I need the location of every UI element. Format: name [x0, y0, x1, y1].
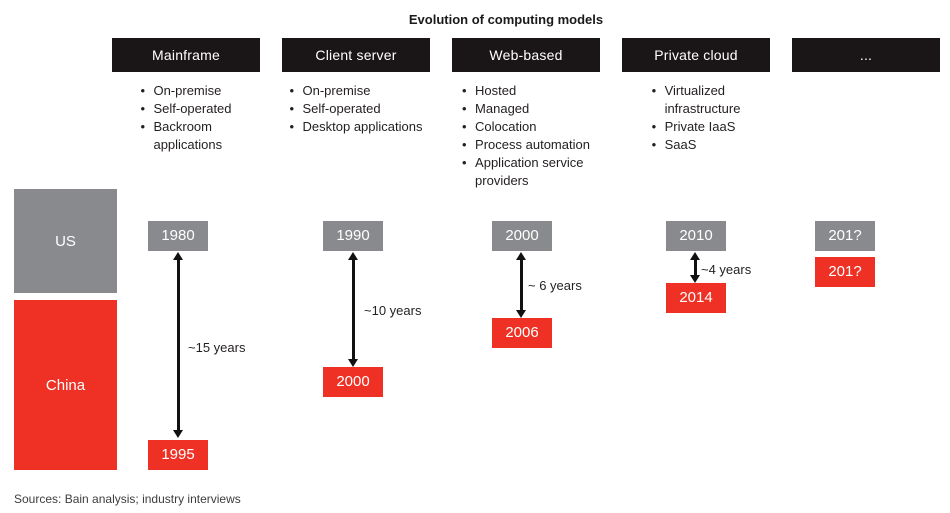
arrow-head-up-icon	[516, 252, 526, 260]
column-header-web-based: Web-based	[452, 38, 600, 72]
gap-label-mainframe: ~15 years	[188, 340, 246, 355]
arrow-line	[519, 259, 523, 311]
china-year-client-server: 2000	[323, 367, 383, 397]
arrow-head-down-icon	[516, 310, 526, 318]
arrow-head-up-icon	[173, 252, 183, 260]
us-row-label: US	[14, 189, 117, 293]
bullet-item: Self-operated	[140, 100, 231, 118]
bullet-list-web-based: Hosted Managed Colocation Process automa…	[452, 82, 600, 190]
china-year-future: 201?	[815, 257, 875, 287]
column-header-private-cloud: Private cloud	[622, 38, 770, 72]
sources-note: Sources: Bain analysis; industry intervi…	[14, 492, 241, 506]
bullet-list-client-server: On-premise Self-operated Desktop applica…	[282, 82, 430, 136]
bullet-item: Self-operated	[290, 100, 423, 118]
arrow-line	[693, 259, 697, 276]
column-header-ellipsis: ...	[792, 38, 940, 72]
double-arrow-icon	[690, 252, 700, 283]
column-header-mainframe: Mainframe	[112, 38, 260, 72]
bullet-item: Private IaaS	[652, 118, 741, 136]
double-arrow-icon	[516, 252, 526, 318]
bullet-item: Application service providers	[462, 154, 590, 190]
arrow-head-down-icon	[348, 359, 358, 367]
bullet-item: SaaS	[652, 136, 741, 154]
us-year-future: 201?	[815, 221, 875, 251]
bullet-list-private-cloud: Virtualized infrastructure Private IaaS …	[622, 82, 770, 154]
us-year-mainframe: 1980	[148, 221, 208, 251]
arrow-head-up-icon	[348, 252, 358, 260]
bullet-item: Colocation	[462, 118, 590, 136]
arrow-head-down-icon	[173, 430, 183, 438]
bullet-item: Backroom applications	[140, 118, 231, 154]
china-row-label: China	[14, 300, 117, 470]
us-label-text: US	[55, 232, 76, 250]
arrow-head-up-icon	[690, 252, 700, 260]
bullet-item: Managed	[462, 100, 590, 118]
bullet-item: Process automation	[462, 136, 590, 154]
bullet-item: On-premise	[140, 82, 231, 100]
china-year-private-cloud: 2014	[666, 283, 726, 313]
us-year-web-based: 2000	[492, 221, 552, 251]
arrow-head-down-icon	[690, 275, 700, 283]
diagram-title: Evolution of computing models	[408, 12, 604, 27]
double-arrow-icon	[348, 252, 358, 367]
china-year-web-based: 2006	[492, 318, 552, 348]
bullet-list-mainframe: On-premise Self-operated Backroom applic…	[112, 82, 260, 154]
gap-label-private-cloud: ~4 years	[701, 262, 752, 277]
gap-label-web-based: ~ 6 years	[528, 278, 582, 293]
gap-label-client-server: ~10 years	[364, 303, 422, 318]
us-year-client-server: 1990	[323, 221, 383, 251]
bullet-item: Hosted	[462, 82, 590, 100]
china-label-text: China	[45, 376, 86, 394]
arrow-line	[351, 259, 355, 360]
double-arrow-icon	[173, 252, 183, 438]
bullet-item: On-premise	[290, 82, 423, 100]
us-year-private-cloud: 2010	[666, 221, 726, 251]
column-header-client-server: Client server	[282, 38, 430, 72]
bullet-item: Desktop applications	[290, 118, 423, 136]
arrow-line	[176, 259, 180, 431]
china-year-mainframe: 1995	[148, 440, 208, 470]
bullet-item: Virtualized infrastructure	[652, 82, 741, 118]
